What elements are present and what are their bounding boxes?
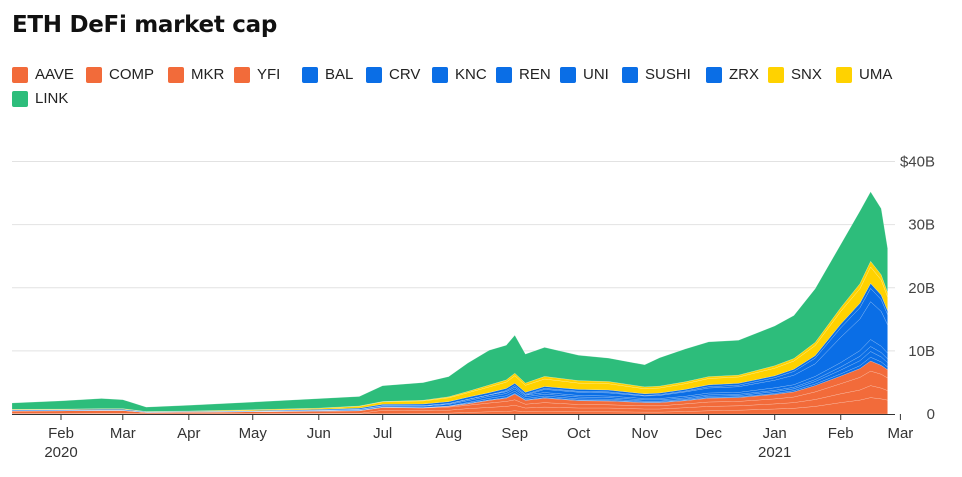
area-uma [11,260,888,412]
legend-item-mkr: MKR [168,66,224,83]
legend-swatch [560,66,576,83]
area-series [11,191,888,415]
legend-label: AAVE [35,66,74,83]
area-link [11,191,888,412]
legend-item-comp: COMP [86,66,154,83]
y-tick-label: 20B [908,280,935,297]
legend-swatch [12,66,28,83]
x-tick-label: Jun [307,425,331,442]
y-tick-label: 0 [927,406,935,423]
x-tick-label: Mar [110,425,136,442]
x-axis: Feb 2020 Mar Apr May Jun Jul Aug Sep Oct Nov Dec Jan… [12,414,913,461]
x-tick-label: Nov [631,425,658,442]
x-tick-label: Dec [695,425,722,442]
legend-swatch [432,66,448,83]
legend-swatch [12,90,28,107]
legend-label: UNI [583,66,609,83]
legend-label: SUSHI [645,66,691,83]
legend-swatch [302,66,318,83]
legend-item-zrx: ZRX [706,66,759,83]
gridlines [12,161,895,352]
legend-label: UMA [859,66,893,83]
legend-swatch [622,66,638,83]
legend-label: MKR [191,66,225,83]
legend-item-bal: BAL [302,66,353,83]
legend-label: REN [519,66,551,83]
legend-swatch [366,66,382,83]
legend-item-sushi: SUSHI [622,66,691,83]
legend-swatch [706,66,722,83]
legend-label: LINK [35,90,69,107]
legend-swatch [168,66,184,83]
x-tick-year-label: 2020 [44,444,77,461]
x-tick-label: Feb [828,425,854,442]
x-tick-label: Sep [501,425,528,442]
legend-swatch [836,66,852,83]
legend-item-knc: KNC [432,66,487,83]
legend-label: KNC [455,66,487,83]
legend-item-crv: CRV [366,66,420,83]
legend-item-link: LINK [12,90,68,107]
chart-title: ETH DeFi market cap [12,12,277,38]
x-tick-label: Jan [763,425,787,442]
legend-label: CRV [389,66,421,83]
area-sushi [11,287,888,413]
legend-item-aave: AAVE [12,66,74,83]
x-tick-label: Jul [373,425,392,442]
legend-swatch [234,66,250,83]
legend-label: BAL [325,66,354,83]
legend-item-uni: UNI [560,66,609,83]
x-tick-label: Feb [48,425,74,442]
legend-swatch [496,66,512,83]
legend-label: ZRX [729,66,759,83]
x-tick-label: May [239,425,268,442]
x-tick-label: Mar [887,425,913,442]
x-tick-year-label: 2021 [758,444,791,461]
legend-item-uma: UMA [836,66,892,83]
legend-swatch [768,66,784,83]
legend-item-yfi: YFI [234,66,280,83]
legend-item-ren: REN [496,66,551,83]
y-tick-label: 30B [908,217,935,234]
y-axis: 0 10B 20B 30B $40B [900,154,935,423]
y-tick-label: $40B [900,154,935,171]
area-uni [11,301,888,413]
legend-label: COMP [109,66,154,83]
legend-swatch [86,66,102,83]
x-tick-label: Apr [177,425,200,442]
legend-item-snx: SNX [768,66,822,83]
x-tick-label: Aug [435,425,462,442]
x-tick-label: Oct [567,425,591,442]
legend-label: YFI [257,66,281,83]
legend-label: SNX [791,66,822,83]
y-tick-label: 10B [908,343,935,360]
